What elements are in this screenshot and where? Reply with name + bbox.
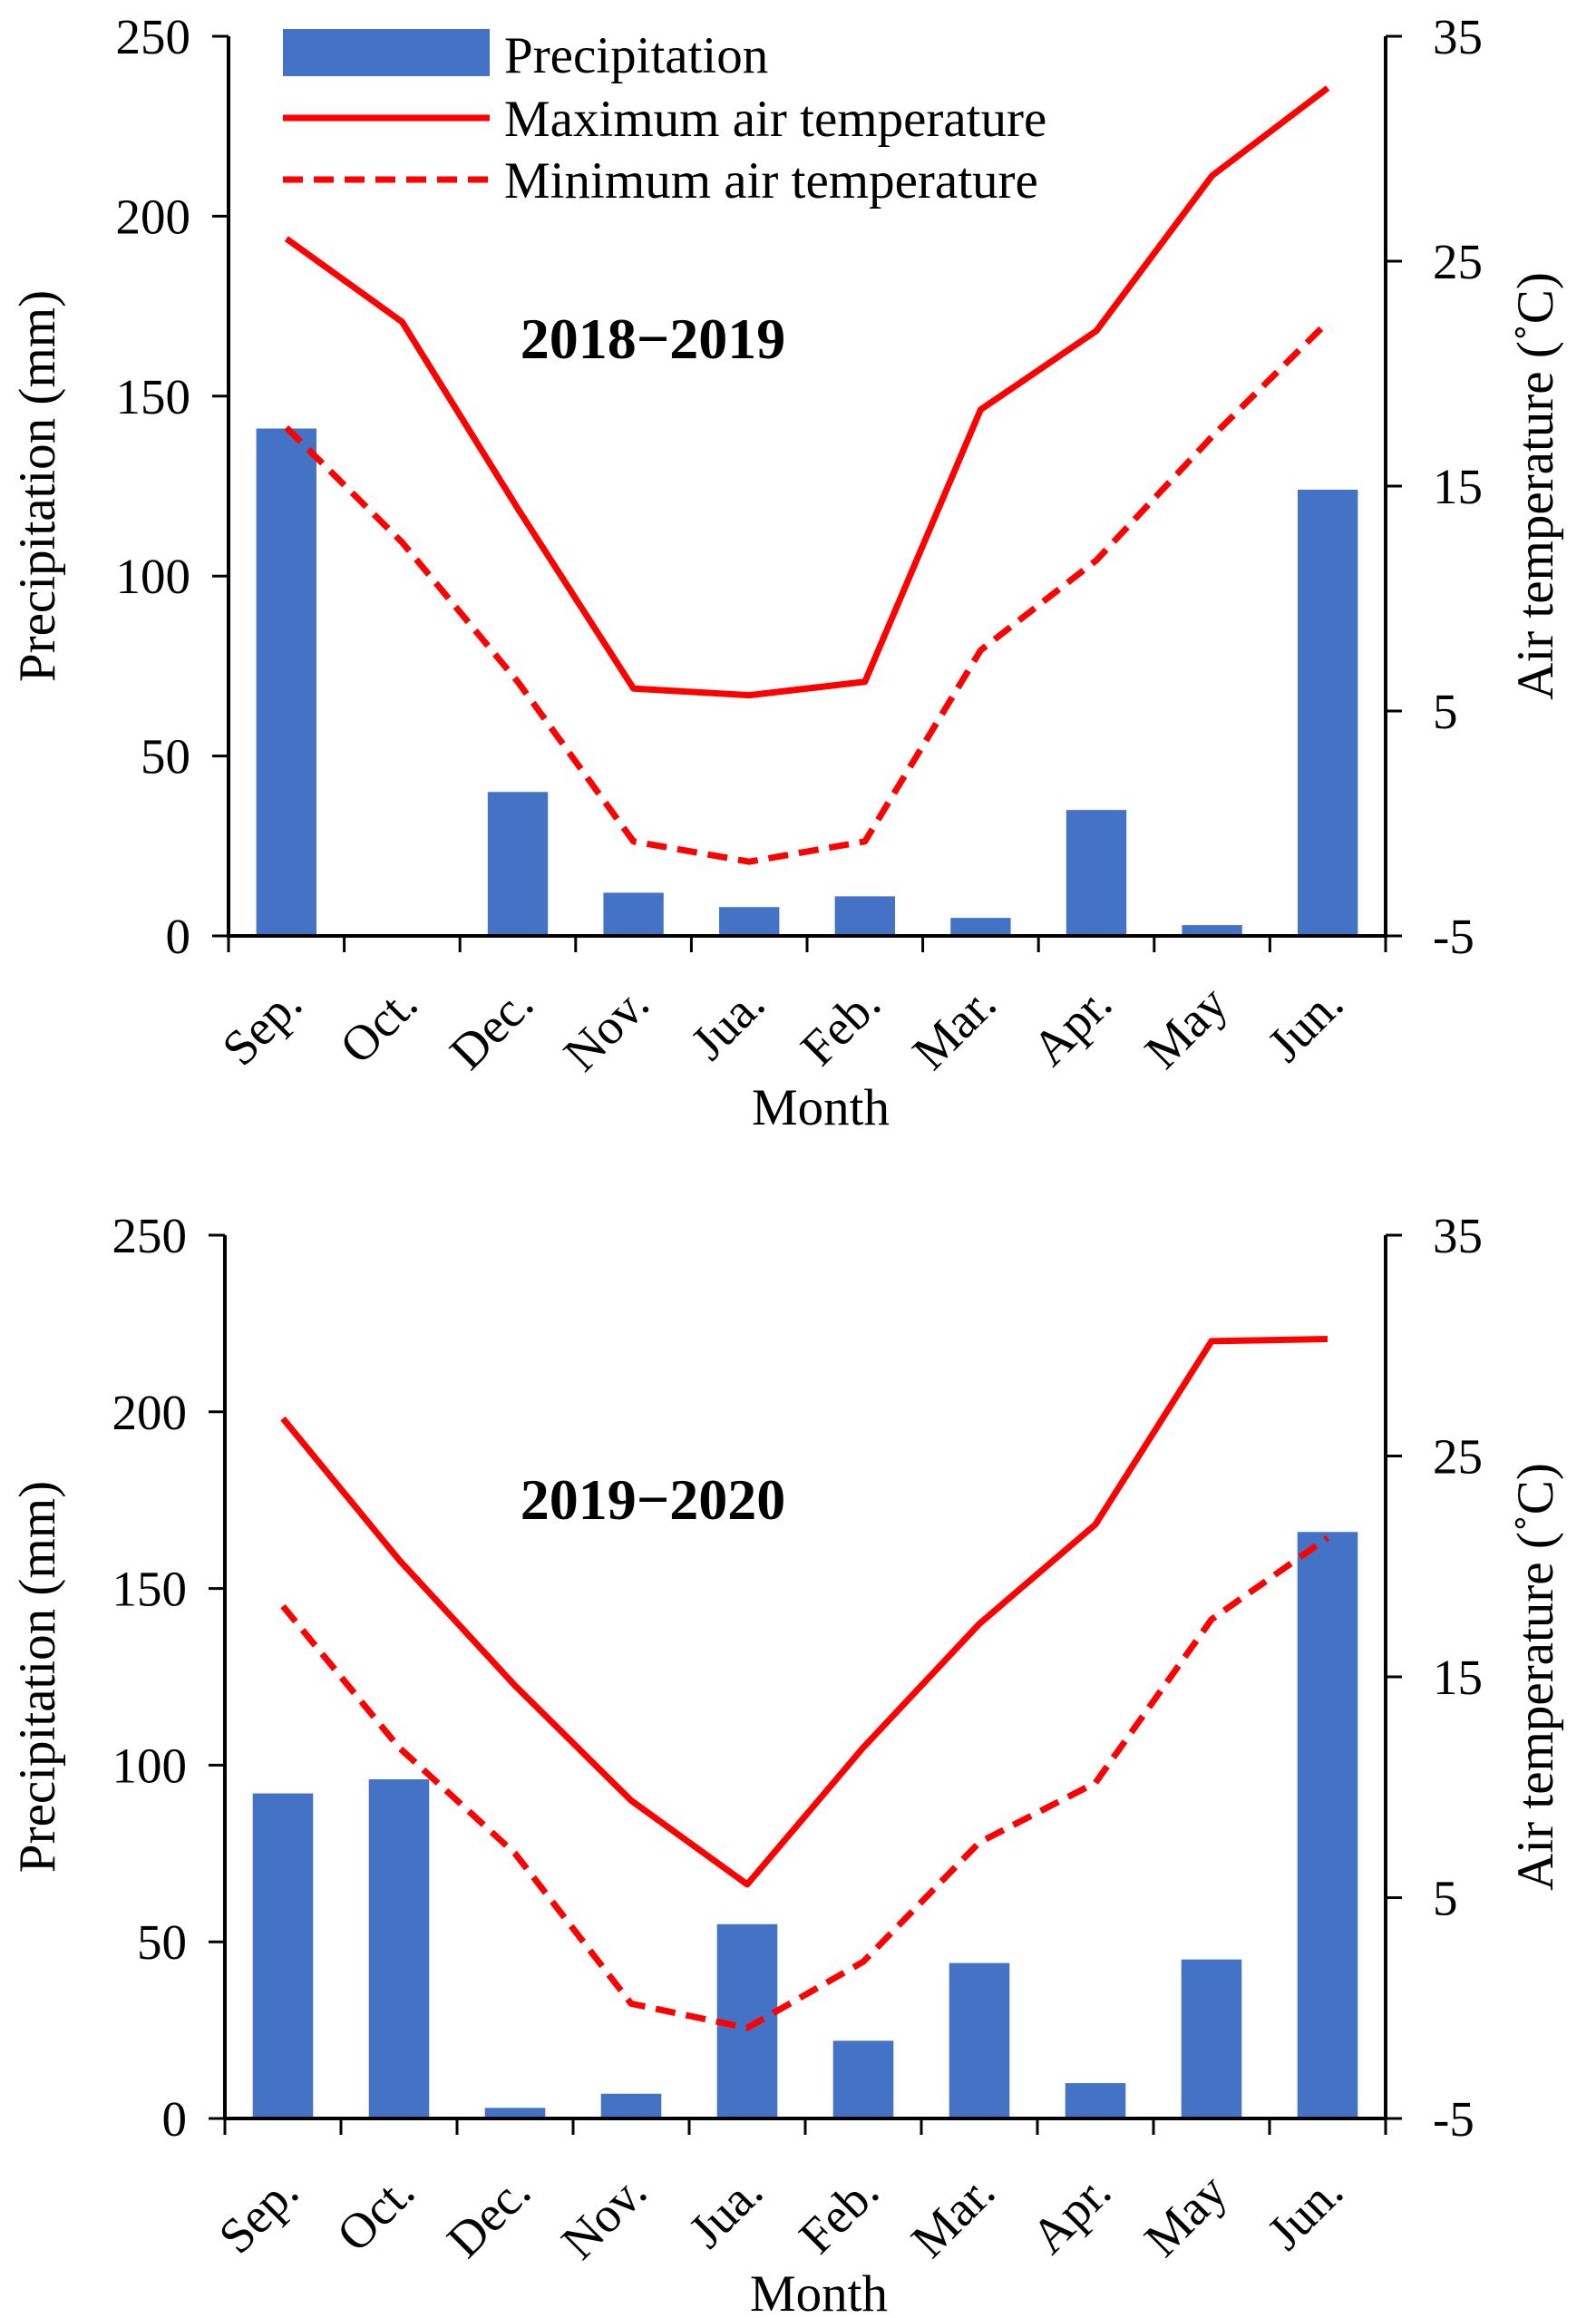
min-temperature-line (284, 319, 1330, 865)
right-tick-label: 25 (1433, 234, 1483, 289)
left-tick-label: 0 (166, 909, 191, 964)
precipitation-bar-9 (1182, 925, 1242, 936)
category-label: Dec. (436, 2163, 540, 2267)
legend-label: Maximum air temperature (504, 91, 1046, 148)
chart-panel-2018-2019: 0 50 100 150 200 250 -5 5 15 25 35 Sep. Oct. Dec. Nov.… (9, 9, 1564, 1136)
precipitation-bar-5 (719, 907, 780, 936)
left-tick-label: 100 (112, 1738, 188, 1793)
left-tick-label: 150 (116, 369, 191, 424)
left-tick-label: 200 (112, 1385, 188, 1440)
precipitation-bar-7 (950, 918, 1011, 936)
category-label: May (1134, 2163, 1238, 2267)
right-tick-label: -5 (1433, 909, 1474, 964)
max-temperature-line (280, 1335, 1328, 1888)
right-tick-label: 15 (1433, 1650, 1483, 1705)
left-tick-label: 250 (116, 9, 191, 64)
y-axis-title: Precipitation (mm) (9, 1481, 66, 1873)
precipitation-bar-6 (832, 2040, 894, 2118)
category-label: Mar. (901, 975, 1007, 1080)
precipitation-bar-7 (949, 1963, 1010, 2118)
panel-title: 2019−2020 (521, 1467, 785, 1532)
chart-panel-2019-2020: 0 50 100 150 200 250 -5 5 15 25 35 Sep. Oct. Dec. Nov.… (9, 1208, 1564, 2318)
right-tick-label: 5 (1433, 684, 1458, 739)
category-label: Sep. (211, 975, 312, 1076)
legend-label: Minimum air temperature (504, 152, 1038, 209)
precipitation-bar-2 (368, 1778, 430, 2118)
left-tick-label: 250 (112, 1208, 188, 1263)
y2-axis-title: Air temperature (˚C) (1507, 1463, 1564, 1891)
legend-label: Precipitation (504, 27, 768, 84)
left-tick-label: 100 (116, 549, 191, 604)
category-label: Apr. (1021, 975, 1122, 1076)
category-label: Feb. (788, 2163, 889, 2264)
category-label: Feb. (790, 975, 890, 1076)
y2-axis-title: Air temperature (˚C) (1507, 272, 1564, 700)
legend-swatch-precipitation (283, 29, 490, 76)
precipitation-bar-3 (487, 792, 549, 936)
precipitation-bar-10 (1297, 1532, 1358, 2118)
precipitation-bar-1 (252, 1793, 314, 2118)
right-tick-label: 35 (1433, 1208, 1483, 1263)
precipitation-bar-4 (603, 892, 664, 936)
left-tick-label: 50 (141, 729, 190, 784)
category-label: Jua. (678, 2163, 774, 2258)
category-label: Jun. (1257, 975, 1354, 1072)
left-tick-label: 50 (137, 1914, 187, 1970)
right-tick-label: 25 (1433, 1429, 1483, 1485)
category-label: Apr. (1020, 2163, 1121, 2264)
category-label: May (1134, 975, 1239, 1079)
left-tick-label: 200 (116, 189, 191, 244)
precipitation-bar-9 (1181, 1959, 1242, 2118)
right-tick-label: 5 (1433, 1871, 1458, 1926)
precipitation-bar-8 (1066, 810, 1127, 936)
precipitation-bar-4 (600, 2093, 662, 2118)
category-label: Oct. (326, 2163, 424, 2262)
panel-title: 2018−2019 (521, 307, 785, 371)
category-label: Mar. (900, 2163, 1006, 2268)
x-axis-title: Month (750, 2265, 888, 2318)
category-label: Nov. (553, 975, 659, 1081)
category-label: Nov. (550, 2163, 657, 2269)
category-label: Dec. (439, 975, 543, 1079)
category-label: Jun. (1257, 2163, 1354, 2260)
right-tick-label: 15 (1433, 459, 1483, 514)
left-tick-label: 150 (112, 1562, 188, 1617)
max-temperature-line (284, 85, 1330, 699)
category-label: Oct. (329, 975, 428, 1074)
precipitation-bar-1 (256, 428, 316, 937)
category-label: Sep. (208, 2163, 308, 2264)
precipitation-bar-6 (834, 896, 895, 936)
right-tick-label: 35 (1433, 9, 1483, 64)
left-tick-label: 0 (162, 2091, 188, 2147)
precipitation-bar-3 (484, 2108, 546, 2118)
y-axis-title: Precipitation (mm) (9, 290, 66, 682)
right-tick-label: -5 (1433, 2091, 1474, 2147)
category-label: Jua. (680, 975, 775, 1070)
precipitation-bar-10 (1298, 489, 1358, 936)
x-axis-title: Month (752, 1079, 890, 1136)
min-temperature-line (280, 1534, 1330, 2031)
precipitation-bar-8 (1065, 2083, 1126, 2118)
